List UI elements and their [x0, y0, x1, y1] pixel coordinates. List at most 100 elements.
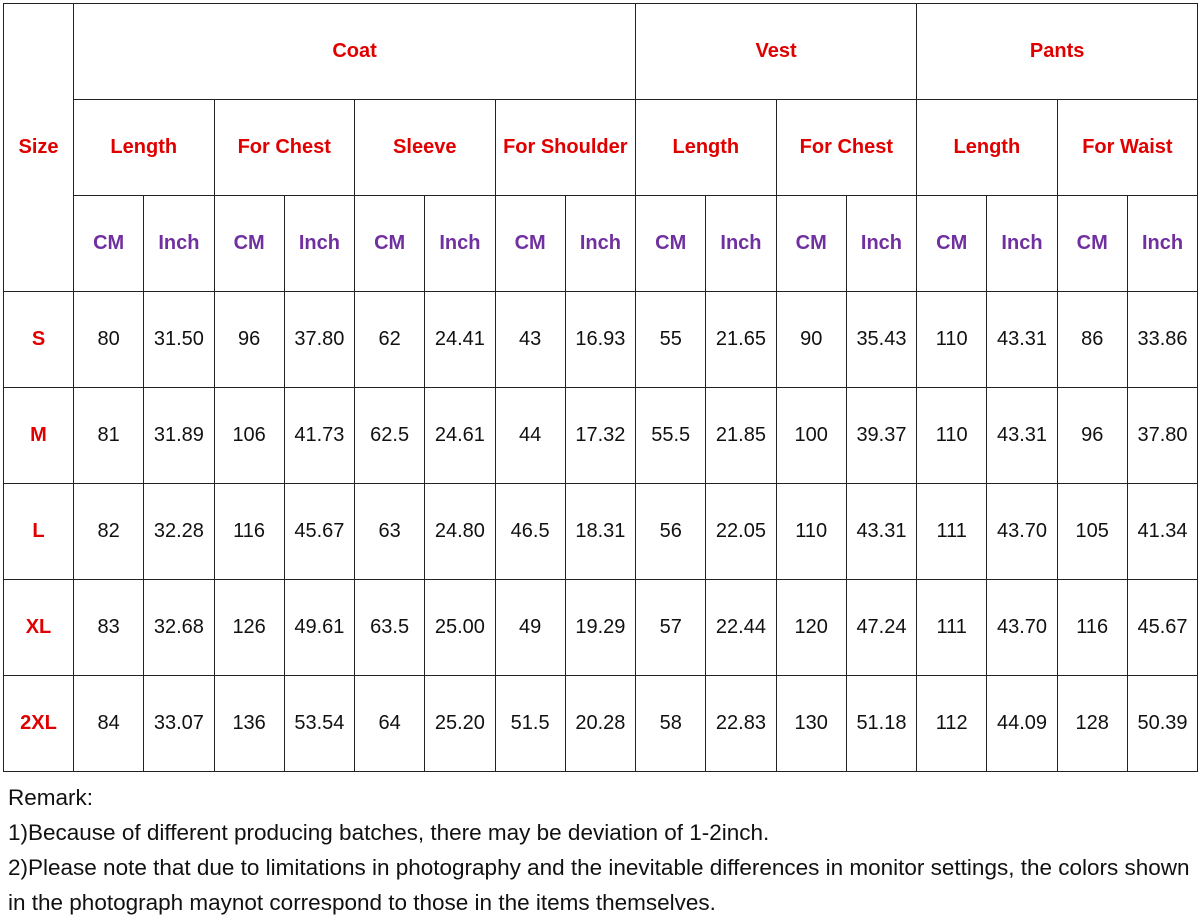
group-header: Coat — [72, 3, 637, 100]
unit-header: CM — [353, 195, 426, 292]
measure-header: For Waist — [1056, 99, 1199, 196]
size-value: 41.34 — [1126, 483, 1199, 580]
size-value: 16.93 — [564, 291, 637, 388]
size-value: 64 — [353, 675, 426, 772]
size-value: 35.43 — [845, 291, 918, 388]
table-row: 2XL 84 33.07 136 53.54 64 25.20 51.5 20.28 58 22.8… — [3, 675, 1199, 772]
unit-header: Inch — [283, 195, 356, 292]
measure-header: For Chest — [775, 99, 918, 196]
size-value: 45.67 — [1126, 579, 1199, 676]
size-value: 49 — [494, 579, 566, 676]
size-value: 22.44 — [705, 579, 777, 676]
size-value: 25.00 — [424, 579, 496, 676]
size-value: 81 — [72, 387, 145, 484]
size-value: 20.28 — [564, 675, 637, 772]
size-label: 2XL — [3, 675, 74, 772]
unit-header: CM — [494, 195, 566, 292]
unit-header: CM — [72, 195, 145, 292]
table-row: S 80 31.50 96 37.80 62 24.41 43 16.93 55 21.65 90 35… — [3, 291, 1199, 388]
size-value: 62 — [353, 291, 426, 388]
size-value: 56 — [635, 483, 707, 580]
size-value: 80 — [72, 291, 145, 388]
size-value: 130 — [775, 675, 847, 772]
corner-cell: Size — [3, 3, 74, 292]
size-value: 112 — [916, 675, 988, 772]
unit-header: Inch — [845, 195, 918, 292]
size-value: 84 — [72, 675, 145, 772]
size-value: 55 — [635, 291, 707, 388]
size-value: 43.31 — [986, 291, 1058, 388]
size-value: 45.67 — [283, 483, 356, 580]
size-value: 32.28 — [143, 483, 215, 580]
size-value: 86 — [1056, 291, 1128, 388]
size-value: 110 — [916, 291, 988, 388]
remark-item: 1)Because of different producing batches… — [8, 820, 770, 845]
size-value: 24.61 — [424, 387, 496, 484]
size-value: 22.83 — [705, 675, 777, 772]
size-value: 106 — [213, 387, 285, 484]
size-value: 90 — [775, 291, 847, 388]
size-value: 43.31 — [845, 483, 918, 580]
size-value: 120 — [775, 579, 847, 676]
measure-header: Length — [635, 99, 777, 196]
size-value: 100 — [775, 387, 847, 484]
unit-header: CM — [775, 195, 847, 292]
size-value: 63.5 — [353, 579, 426, 676]
size-value: 43.70 — [986, 579, 1058, 676]
size-value: 126 — [213, 579, 285, 676]
measure-header: Sleeve — [354, 99, 496, 196]
size-table: Size Coat Vest Pants Length For Chest Sleeve Fo… — [3, 3, 1199, 772]
measure-header: For Chest — [213, 99, 355, 196]
remark-title: Remark: — [8, 785, 94, 810]
size-value: 50.39 — [1126, 675, 1199, 772]
size-value: 39.37 — [845, 387, 918, 484]
unit-header: Inch — [986, 195, 1058, 292]
unit-header: Inch — [1126, 195, 1199, 292]
size-value: 62.5 — [353, 387, 426, 484]
size-value: 105 — [1056, 483, 1128, 580]
size-value: 47.24 — [845, 579, 918, 676]
size-value: 21.85 — [705, 387, 777, 484]
size-value: 18.31 — [564, 483, 637, 580]
unit-header: Inch — [424, 195, 496, 292]
size-value: 21.65 — [705, 291, 777, 388]
size-value: 43.70 — [986, 483, 1058, 580]
measure-header: Length — [73, 99, 215, 196]
size-value: 24.41 — [424, 291, 496, 388]
unit-header: CM — [916, 195, 988, 292]
size-value: 46.5 — [494, 483, 566, 580]
unit-header: CM — [213, 195, 285, 292]
group-header: Vest — [635, 3, 918, 100]
size-value: 58 — [635, 675, 707, 772]
size-value: 49.61 — [283, 579, 356, 676]
table-row: Size Coat Vest Pants — [3, 3, 1199, 292]
size-value: 44 — [494, 387, 566, 484]
size-value: 128 — [1056, 675, 1128, 772]
size-value: 57 — [635, 579, 707, 676]
size-value: 32.68 — [143, 579, 215, 676]
remark-item: 2)Please note that due to limitations in… — [8, 855, 1190, 915]
table-row: L 82 32.28 116 45.67 63 24.80 46.5 18.31 56 22.05 1… — [3, 483, 1199, 580]
unit-header: CM — [635, 195, 707, 292]
size-label: L — [3, 483, 74, 580]
size-value: 37.80 — [1126, 387, 1199, 484]
size-label: M — [3, 387, 74, 484]
remarks: Remark: 1)Because of different producing… — [8, 780, 1198, 919]
size-value: 110 — [775, 483, 847, 580]
unit-header: CM — [1056, 195, 1128, 292]
size-value: 19.29 — [564, 579, 637, 676]
size-value: 110 — [916, 387, 988, 484]
measure-header: For Shoulder — [494, 99, 637, 196]
size-value: 53.54 — [283, 675, 356, 772]
group-header: Pants — [916, 3, 1199, 100]
unit-header: Inch — [705, 195, 777, 292]
size-value: 43 — [494, 291, 566, 388]
size-value: 17.32 — [564, 387, 637, 484]
size-value: 83 — [72, 579, 145, 676]
unit-header: Inch — [564, 195, 637, 292]
size-label: XL — [3, 579, 74, 676]
size-value: 55.5 — [635, 387, 707, 484]
size-value: 51.5 — [494, 675, 566, 772]
measure-header: Length — [916, 99, 1058, 196]
size-value: 96 — [213, 291, 285, 388]
